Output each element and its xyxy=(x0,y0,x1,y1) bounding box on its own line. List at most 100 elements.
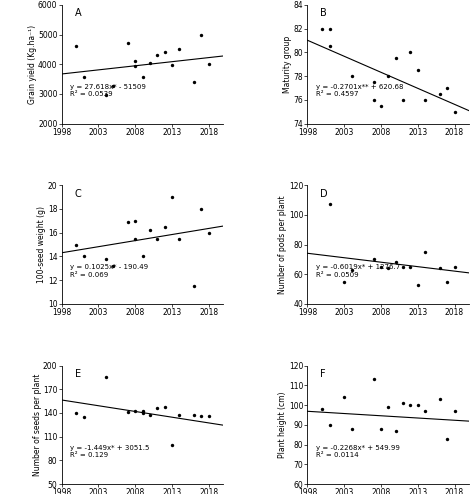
Point xyxy=(443,435,451,443)
Point xyxy=(131,235,139,243)
Y-axis label: Plant height (cm): Plant height (cm) xyxy=(278,392,287,458)
Point xyxy=(124,408,132,416)
Point xyxy=(168,61,176,69)
Point xyxy=(407,48,414,56)
Point xyxy=(392,427,400,435)
Point xyxy=(392,258,400,266)
Point xyxy=(326,201,333,208)
Point xyxy=(370,375,377,383)
Text: y = 0.1025x* - 190.49
R² = 0.069: y = 0.1025x* - 190.49 R² = 0.069 xyxy=(70,264,148,278)
Point xyxy=(161,403,168,411)
Point xyxy=(205,412,212,420)
Point xyxy=(399,96,407,104)
Point xyxy=(326,421,333,429)
Point xyxy=(377,102,385,110)
Point xyxy=(139,73,146,81)
Point xyxy=(407,401,414,409)
Point xyxy=(190,78,198,86)
Point xyxy=(124,40,132,47)
Point xyxy=(205,229,212,237)
Point xyxy=(384,403,392,411)
Point xyxy=(370,255,377,263)
Point xyxy=(198,31,205,39)
Point xyxy=(198,205,205,213)
Point xyxy=(451,407,458,415)
Point xyxy=(139,409,146,417)
Text: y = -0.2701x** + 620.68
R² = 0.4597: y = -0.2701x** + 620.68 R² = 0.4597 xyxy=(316,84,403,97)
Point xyxy=(436,90,444,98)
Point xyxy=(102,373,109,381)
Point xyxy=(384,72,392,80)
Point xyxy=(154,51,161,59)
Point xyxy=(436,395,444,403)
Point xyxy=(377,425,385,433)
Point xyxy=(414,281,421,288)
Point xyxy=(109,262,117,270)
Point xyxy=(190,282,198,290)
Text: A: A xyxy=(74,8,81,18)
Text: y = -0.6019x* + 1276.7
R² = 0.0509: y = -0.6019x* + 1276.7 R² = 0.0509 xyxy=(316,264,400,278)
Point xyxy=(109,82,117,90)
Point xyxy=(102,255,109,263)
Text: E: E xyxy=(74,369,81,379)
Point xyxy=(348,425,356,433)
Point xyxy=(80,413,88,421)
Text: C: C xyxy=(74,189,82,199)
Text: D: D xyxy=(320,189,328,199)
Point xyxy=(421,407,429,415)
Y-axis label: Maturity group: Maturity group xyxy=(283,36,292,93)
Point xyxy=(168,193,176,201)
Point xyxy=(421,248,429,256)
Point xyxy=(326,42,333,50)
Point xyxy=(73,42,80,50)
Point xyxy=(154,235,161,243)
Point xyxy=(124,218,132,226)
Point xyxy=(73,409,80,417)
Y-axis label: Number of seeds per plant: Number of seeds per plant xyxy=(33,373,42,476)
Point xyxy=(370,96,377,104)
Point xyxy=(190,412,198,419)
Point xyxy=(319,25,326,33)
Point xyxy=(421,96,429,104)
Point xyxy=(205,60,212,68)
Point xyxy=(80,73,88,81)
Point xyxy=(139,407,146,414)
Text: y = 27.618x* - 51509
R² = 0.0539: y = 27.618x* - 51509 R² = 0.0539 xyxy=(70,84,146,97)
Point xyxy=(384,264,392,272)
Y-axis label: 100-seed weight (g): 100-seed weight (g) xyxy=(37,206,46,283)
Point xyxy=(146,59,154,67)
Point xyxy=(326,25,333,33)
Point xyxy=(154,404,161,412)
Point xyxy=(131,407,139,414)
Point xyxy=(399,399,407,407)
Point xyxy=(348,266,356,274)
Point xyxy=(131,217,139,225)
Text: y = -0.2268x* + 549.99
R² = 0.0114: y = -0.2268x* + 549.99 R² = 0.0114 xyxy=(316,445,400,458)
Point xyxy=(168,441,176,449)
Point xyxy=(102,91,109,99)
Point xyxy=(340,393,348,401)
Point xyxy=(436,264,444,272)
Point xyxy=(407,263,414,271)
Point xyxy=(146,412,154,419)
Point xyxy=(443,278,451,286)
Point xyxy=(146,226,154,234)
Point xyxy=(370,78,377,86)
Point xyxy=(131,57,139,65)
Point xyxy=(175,411,183,418)
Text: B: B xyxy=(320,8,327,18)
Point xyxy=(175,45,183,53)
Point xyxy=(161,48,168,56)
Point xyxy=(73,241,80,248)
Point xyxy=(319,405,326,413)
Point xyxy=(80,252,88,260)
Y-axis label: Grain yield (Kg.ha⁻¹): Grain yield (Kg.ha⁻¹) xyxy=(27,25,36,104)
Point xyxy=(161,223,168,231)
Point xyxy=(414,66,421,74)
Point xyxy=(414,401,421,409)
Point xyxy=(348,72,356,80)
Point xyxy=(443,84,451,92)
Point xyxy=(399,263,407,271)
Y-axis label: Number of pods per plant: Number of pods per plant xyxy=(278,195,287,294)
Point xyxy=(131,62,139,70)
